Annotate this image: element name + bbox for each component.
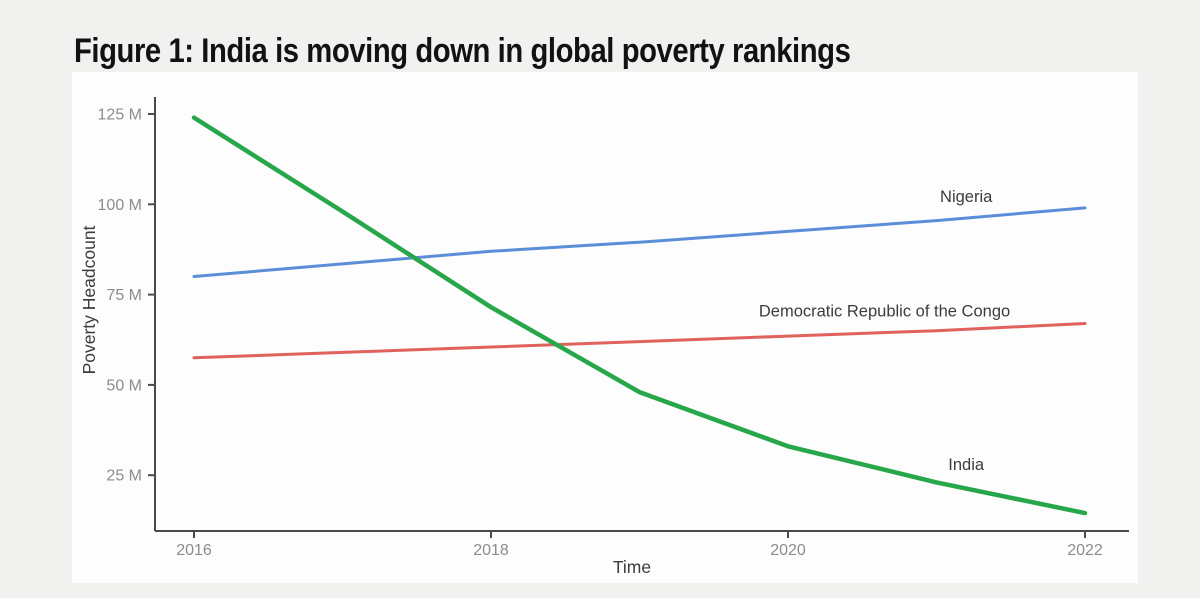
- series-line-india: [191, 115, 1088, 516]
- y-axis-title: Poverty Headcount: [79, 225, 99, 374]
- series-label-nigeria: Nigeria: [940, 188, 993, 206]
- x-axis-title: Time: [613, 557, 651, 577]
- chart-panel: 125 M 100 M 75 M 50 M 25 M 2016 2018 2020 2022 Po…: [72, 72, 1138, 583]
- line-chart: 125 M 100 M 75 M 50 M 25 M 2016 2018 2020 2022 Po…: [79, 97, 1129, 577]
- x-tick-label: 2022: [1067, 542, 1103, 559]
- x-tick-label: 2016: [176, 542, 212, 559]
- series-label-india: India: [948, 456, 985, 474]
- series-line-nigeria: [192, 206, 1087, 278]
- y-tick-label: 50 M: [106, 377, 142, 394]
- y-tick-label: 75 M: [106, 287, 142, 304]
- y-tick-label: 100 M: [98, 197, 142, 214]
- x-tick-label: 2020: [770, 542, 806, 559]
- y-tick-label: 25 M: [106, 468, 142, 485]
- series-label-democratic-republic-of-the-congo: Democratic Republic of the Congo: [759, 303, 1010, 321]
- x-tick-label: 2018: [473, 542, 509, 559]
- figure-title: Figure 1: India is moving down in global…: [74, 32, 851, 70]
- y-tick-label: 125 M: [98, 107, 142, 124]
- series-line-democratic-republic-of-the-congo: [192, 322, 1087, 360]
